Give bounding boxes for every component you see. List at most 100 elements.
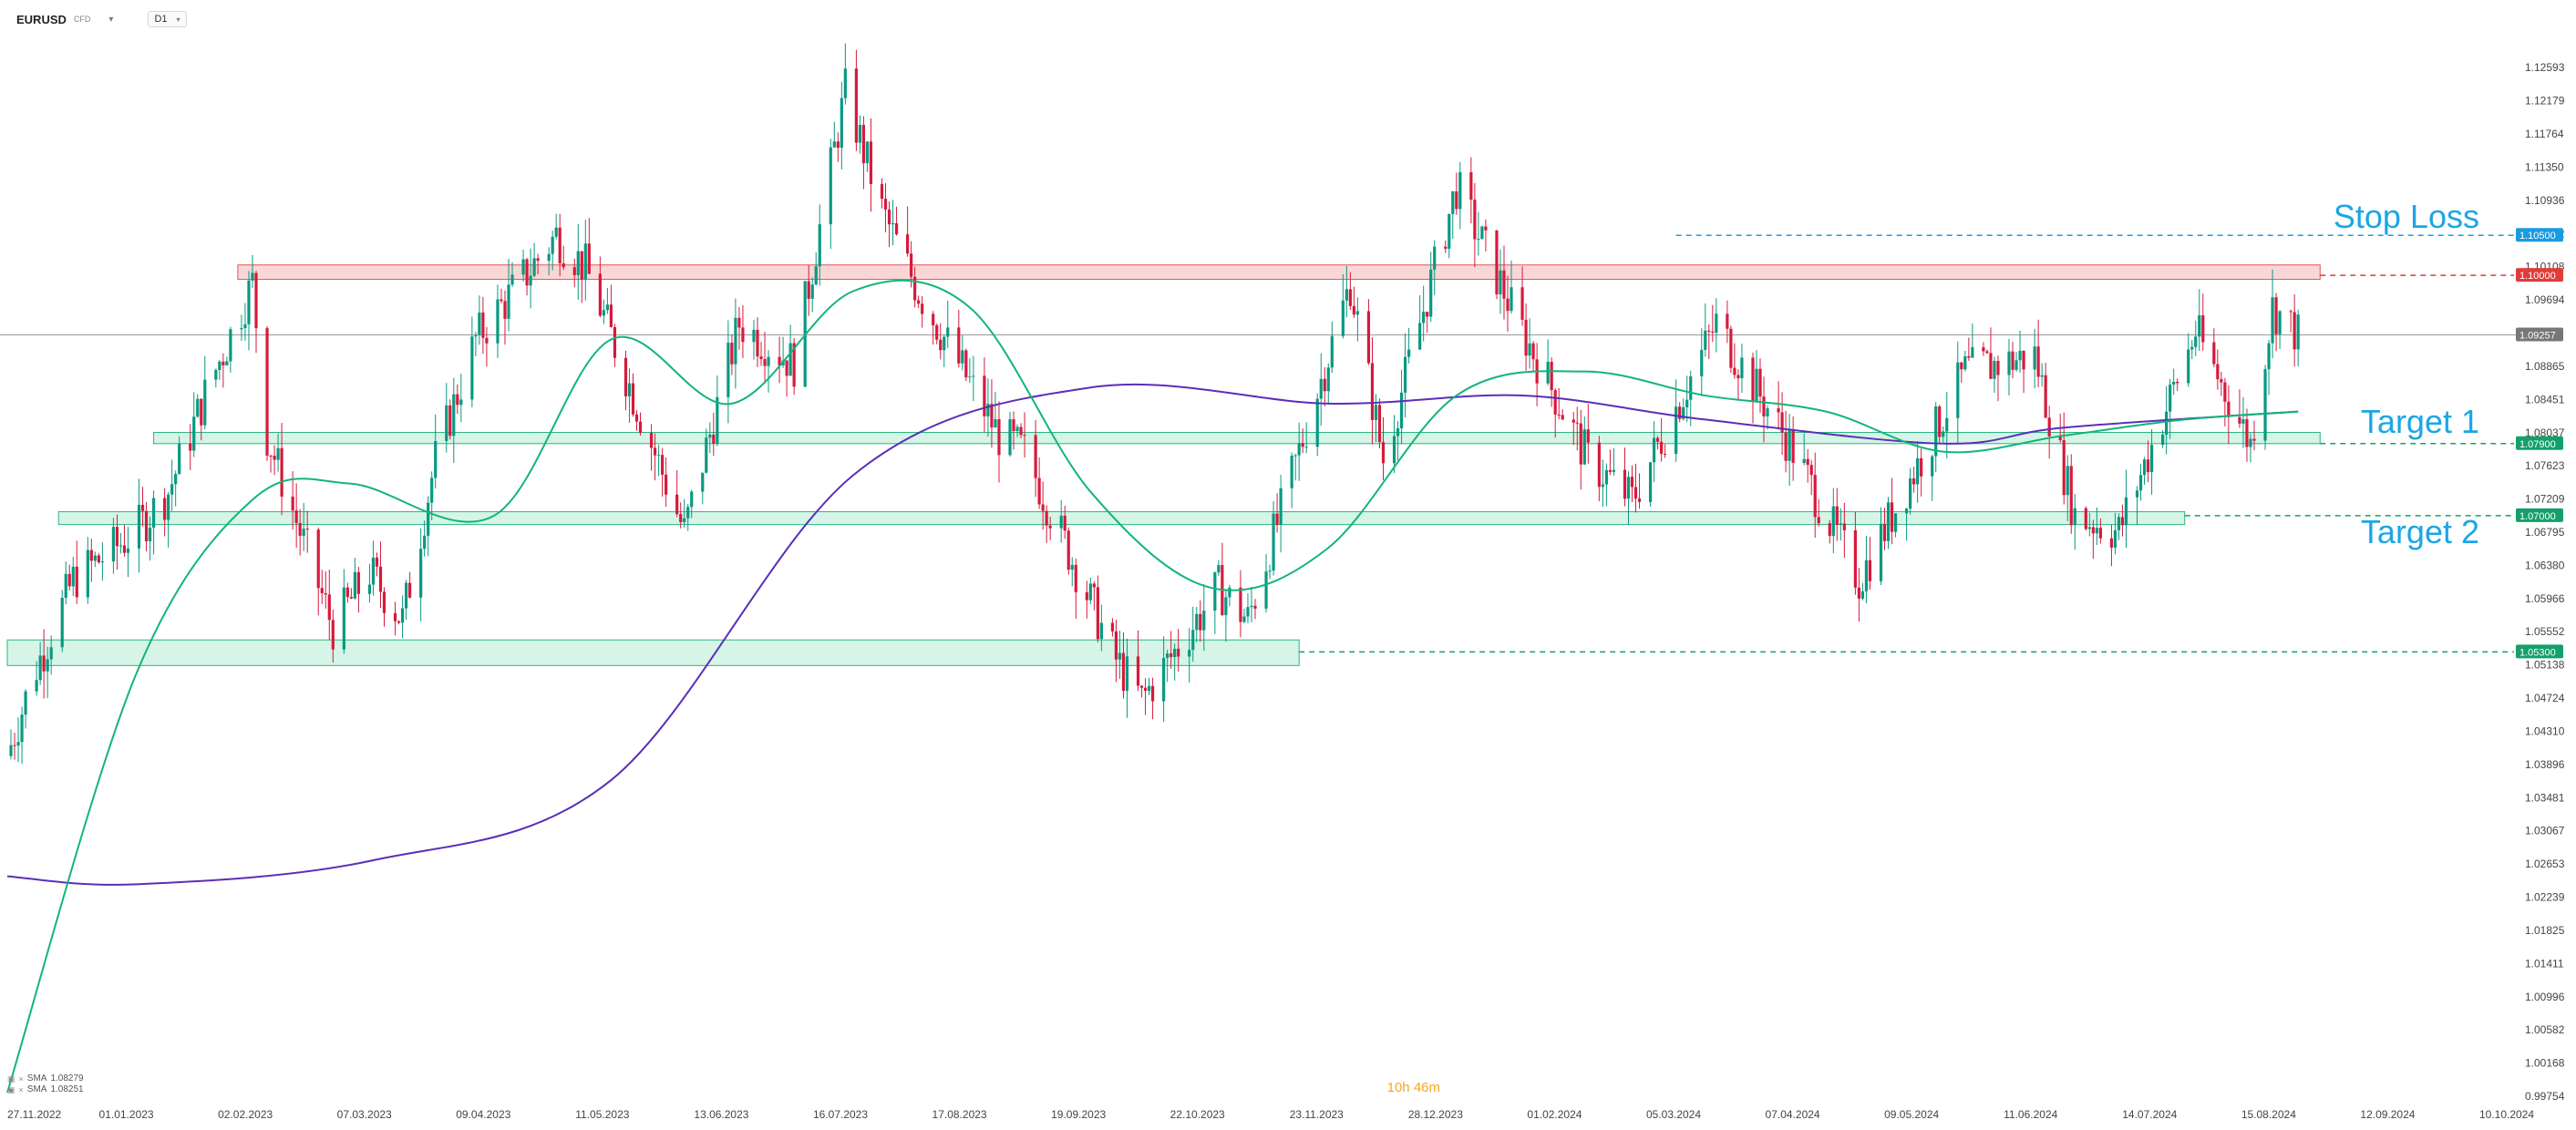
candle-body	[2216, 364, 2220, 380]
candle	[452, 377, 456, 463]
candle	[1499, 249, 1502, 314]
candle-body	[536, 258, 540, 262]
candle	[510, 262, 514, 288]
candle	[983, 357, 986, 433]
candle-body	[1290, 456, 1293, 488]
candle-body	[291, 496, 294, 511]
candle	[1319, 353, 1323, 426]
candle-body	[1429, 269, 1433, 317]
x-tick-label: 23.11.2023	[1290, 1108, 1344, 1121]
candle-body	[243, 324, 247, 328]
candle-body	[382, 591, 386, 613]
candle-body	[1791, 429, 1795, 463]
candle-body	[683, 518, 686, 522]
candle	[547, 247, 551, 276]
candle-body	[547, 253, 551, 262]
candle	[280, 423, 283, 516]
candle	[20, 706, 24, 765]
candle-body	[1531, 343, 1535, 360]
candle-body	[1648, 462, 1653, 502]
legend-sma-fast-value: 1.08279	[50, 1074, 84, 1084]
candle-body	[2018, 350, 2022, 361]
candle-body	[1422, 312, 1426, 324]
close-icon[interactable]: ×	[18, 1074, 24, 1084]
candle	[759, 342, 763, 366]
candle-body	[1963, 355, 1967, 370]
candle	[1469, 157, 1473, 224]
candle-body	[1989, 353, 1993, 379]
level-price-badge	[2516, 508, 2563, 522]
symbol-label[interactable]: EURUSD	[16, 12, 67, 26]
candle	[126, 527, 130, 578]
timeframe-select[interactable]: D1 ▾	[148, 11, 187, 27]
candle-body	[887, 209, 891, 225]
candle-body	[2033, 346, 2036, 370]
candle-body	[576, 251, 580, 275]
candle	[997, 401, 1001, 483]
legend-sma-fast[interactable]: ▣ × SMA 1.08279	[7, 1074, 84, 1084]
candle-body	[716, 396, 719, 445]
candle-body	[840, 98, 843, 149]
candle	[196, 394, 200, 418]
candle	[1366, 299, 1371, 365]
candle-body	[510, 274, 514, 285]
candle	[1857, 568, 1861, 622]
y-tick-label: 1.00996	[2525, 991, 2565, 1003]
candle-body	[2165, 411, 2169, 435]
candle-body	[1355, 311, 1360, 315]
candle	[254, 271, 258, 354]
candle-body	[1604, 469, 1608, 485]
candle	[2201, 293, 2205, 351]
candle-body	[1121, 652, 1126, 691]
candle-body	[2087, 527, 2091, 529]
candle	[1561, 409, 1564, 420]
candle-body	[192, 416, 196, 451]
candle	[558, 213, 562, 277]
chevron-down-icon[interactable]: ▾	[108, 14, 114, 25]
candle	[1586, 404, 1590, 464]
candle-body	[2238, 416, 2241, 424]
candle	[2120, 504, 2125, 537]
candle-body	[1689, 376, 1693, 400]
y-tick-label: 1.05966	[2525, 592, 2565, 605]
candle-body	[367, 584, 372, 594]
candle-body	[653, 447, 657, 456]
close-icon[interactable]: ×	[18, 1085, 24, 1094]
candle	[1250, 586, 1253, 622]
candle	[2142, 457, 2147, 485]
legend-sma-slow[interactable]: ▣ × SMA 1.08251	[7, 1084, 84, 1095]
candle-body	[459, 399, 463, 406]
eye-icon[interactable]: ▣	[7, 1074, 15, 1084]
candle-body	[2296, 314, 2300, 350]
candle-body	[2201, 314, 2205, 343]
candle-body	[631, 383, 635, 415]
candle-body	[551, 236, 554, 254]
candle	[2271, 269, 2274, 359]
candle	[605, 287, 610, 314]
candle	[840, 81, 843, 170]
candle-body	[1685, 399, 1689, 407]
candle	[1678, 402, 1682, 423]
candle-body	[97, 555, 100, 563]
candle	[1092, 580, 1096, 611]
candle-body	[1678, 406, 1682, 419]
candle-body	[1213, 572, 1217, 611]
candle	[1323, 366, 1326, 406]
candle	[551, 231, 554, 271]
candle	[434, 414, 438, 489]
candle	[2062, 412, 2066, 505]
candle-body	[814, 266, 818, 285]
y-tick-label: 1.09694	[2525, 293, 2565, 306]
candle	[2069, 454, 2073, 534]
candle	[507, 258, 510, 332]
candle	[1715, 298, 1718, 353]
y-tick-label: 1.11764	[2525, 128, 2564, 140]
candle	[316, 527, 320, 616]
candle	[1960, 361, 1963, 384]
candle-body	[1520, 287, 1524, 320]
candle-body	[756, 329, 759, 357]
eye-icon[interactable]: ▣	[7, 1085, 15, 1094]
candle-body	[1660, 441, 1664, 454]
